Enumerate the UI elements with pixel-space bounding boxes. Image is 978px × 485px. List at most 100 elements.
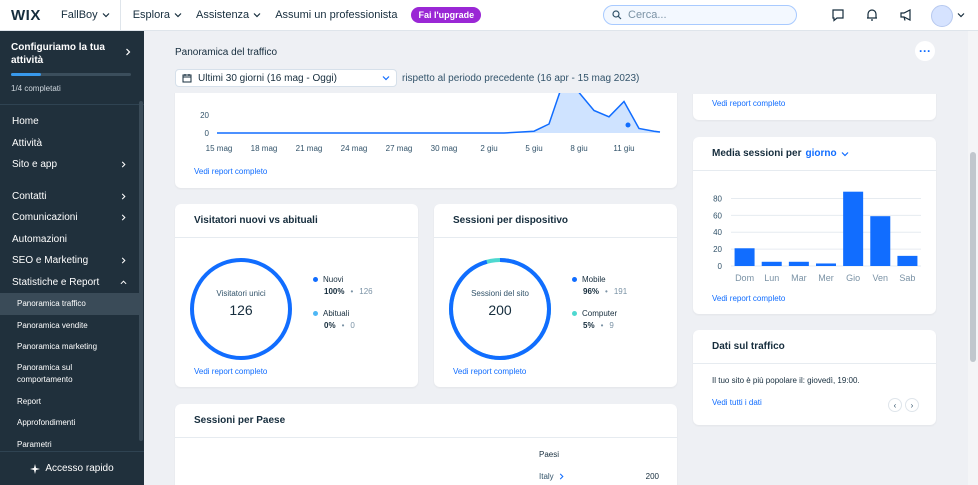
setup-panel[interactable]: Configuriamo la tua attività 1/4 complet… [0,31,144,105]
device-donut-value: 200 [488,302,512,318]
upgrade-button[interactable]: Fai l'upgrade [411,7,482,23]
legend-count: 126 [359,287,373,296]
bar[interactable] [761,261,782,266]
device-card: Sessioni per dispositivo Sessioni del si… [434,204,677,387]
more-actions-button-overlay[interactable]: ··· [915,41,935,61]
setup-progress-fill [11,73,41,76]
nav-explore[interactable]: Esplora [133,9,182,21]
legend-name: Mobile [582,275,606,284]
comparison-text: rispetto al periodo precedente (16 apr -… [402,73,640,84]
next-arrow-button[interactable]: › [905,398,919,412]
x-tick-label: Ven [873,273,889,283]
sidebar-subitem-benchmarks[interactable]: Parametri [17,439,52,449]
site-switcher[interactable]: FallBoy [61,0,121,31]
donut-segment-mobile [449,258,551,360]
x-tick-label: Mar [791,273,807,283]
prev-arrow-button[interactable]: ‹ [888,398,902,412]
megaphone-icon[interactable] [898,7,914,23]
sessions-full-report-link[interactable]: Vedi report completo [712,294,786,303]
country-name: Italy [539,472,554,481]
chevron-right-icon [121,257,126,264]
table-row[interactable]: Italy 200 [539,472,659,481]
visitors-donut [190,258,292,360]
device-full-report-link[interactable]: Vedi report completo [453,367,527,376]
x-tick-label: Dom [735,273,754,283]
legend-count: 191 [613,287,628,296]
x-tick-label: 11 giu [613,144,634,153]
legend-percent: 5% [583,321,595,330]
traffic-data-title: Dati sul traffico [693,330,936,364]
date-range-select[interactable]: Ultimi 30 giorni (16 mag - Oggi) [175,69,397,87]
x-tick-label: Lun [764,273,779,283]
sidebar-item-communications[interactable]: Comunicazioni [0,207,139,229]
country-card: Sessioni per Paese Paesi Italy 200 [175,404,677,485]
sidebar-item-home[interactable]: Home [0,111,139,133]
legend-name: Nuovi [323,275,344,284]
nav-help[interactable]: Assistenza [196,9,261,21]
bar[interactable] [788,261,809,266]
sidebar-item-activity[interactable]: Attività [0,133,139,155]
wix-logo[interactable]: WIX [11,6,41,24]
chevron-right-icon [559,473,564,480]
sidebar-subitem-marketing[interactable]: Panoramica marketing [17,342,98,352]
nav-hire-pro[interactable]: Assumi un professionista [275,9,398,21]
sidebar-subitem-sales[interactable]: Panoramica vendite [17,320,88,330]
sidebar-item-automations[interactable]: Automazioni [0,229,139,251]
legend-desktop: Computer 5% • 9 [572,309,617,330]
sidebar-subitem-traffic[interactable]: Panoramica traffico [0,293,139,315]
sidebar-subitem-reports[interactable]: Report [17,396,42,406]
visitors-card: Visitatori nuovi vs abituali Visitatori … [175,204,418,387]
legend-percent: 0% [324,321,336,330]
x-tick-label: 24 mag [341,144,368,153]
chevron-down-icon[interactable] [841,150,849,158]
visitors-card-title: Visitatori nuovi vs abituali [175,204,418,238]
x-tick-label: 21 mag [296,144,323,153]
traffic-data-link[interactable]: Vedi tutti i dati [712,398,762,407]
setup-progress-label: 1/4 completati [11,84,61,93]
messages-icon[interactable] [830,7,846,23]
traffic-line [217,80,661,134]
search-input[interactable]: Cerca... [603,5,797,25]
sidebar-item-label: Home [12,116,39,128]
visitors-donut-value: 126 [229,302,253,318]
x-tick-label: 27 mag [386,144,413,153]
quick-access-button[interactable]: Accesso rapido [0,451,144,485]
search-placeholder: Cerca... [628,9,667,21]
top-icons [830,7,914,23]
bar[interactable] [734,248,755,266]
bar[interactable] [870,216,891,266]
traffic-line-chart: 0 20 15 mag 18 mag 21 mag 24 mag 27 mag 30 mag 2… [200,80,661,153]
page-scrollbar-thumb[interactable] [970,152,976,362]
sidebar-item-analytics[interactable]: Statistiche e Report [0,272,139,294]
x-tick-label: 8 giu [570,144,587,153]
right-top-report-link[interactable]: Vedi report completo [712,99,786,108]
date-range-value: Ultimi 30 giorni (16 mag - Oggi) [198,72,337,84]
sidebar-item-label: Automazioni [12,233,68,245]
sidebar-item-site-app[interactable]: Sito e app [0,154,139,176]
bar[interactable] [816,263,836,266]
legend-name: Abituali [323,309,350,318]
sidebar-subitem-behavior[interactable]: Panoramica sul comportamento [17,363,73,384]
visitors-full-report-link[interactable]: Vedi report completo [194,367,268,376]
country-column-header: Paesi [539,450,560,459]
highlight-point[interactable] [625,122,631,128]
x-tick-label: 18 mag [251,144,278,153]
quick-access-label: Accesso rapido [45,463,114,474]
y-tick-label: 40 [713,228,722,237]
legend-dot [572,311,577,316]
bar[interactable] [897,255,918,266]
sidebar-item-label: Statistiche e Report [12,276,100,288]
chevron-up-icon [120,280,127,284]
avatar[interactable] [931,5,953,27]
sidebar-item-seo-marketing[interactable]: SEO e Marketing [0,250,139,272]
bell-icon[interactable] [864,7,880,23]
bar[interactable] [843,191,864,266]
traffic-full-report-link[interactable]: Vedi report completo [194,167,268,176]
chevron-down-icon[interactable] [957,11,965,19]
sidebar-scrollbar[interactable] [139,101,143,441]
chevron-down-icon [253,13,261,18]
sidebar-nav: Home Attività Sito e app Contatti Comuni… [0,111,139,455]
sessions-period-select[interactable]: giorno [805,148,837,159]
sidebar-item-contacts[interactable]: Contatti [0,186,139,208]
sidebar-subitem-insights[interactable]: Approfondimenti [17,418,76,428]
